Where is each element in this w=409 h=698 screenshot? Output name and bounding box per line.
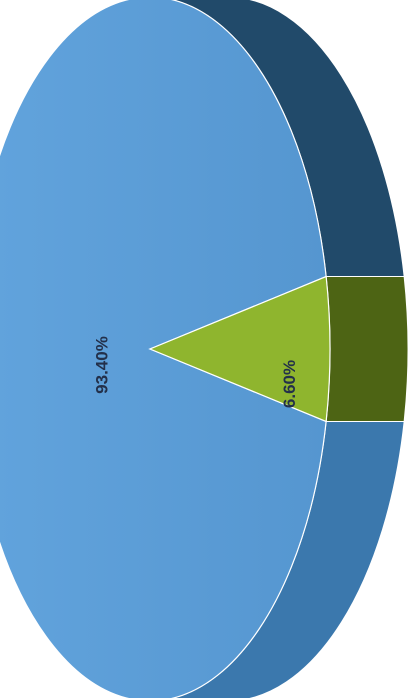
pie-depth-sides	[171, 0, 409, 698]
pie-label-large: 93.40%	[92, 336, 111, 394]
pie-labels: 93.40% 6.60%	[92, 336, 298, 408]
pie-side-small-slice	[325, 276, 409, 422]
pie-top-faces	[0, 0, 331, 698]
pie-slice-small	[148, 275, 331, 423]
pie-slice-large	[0, 0, 327, 698]
pie-label-small: 6.60%	[280, 360, 299, 408]
